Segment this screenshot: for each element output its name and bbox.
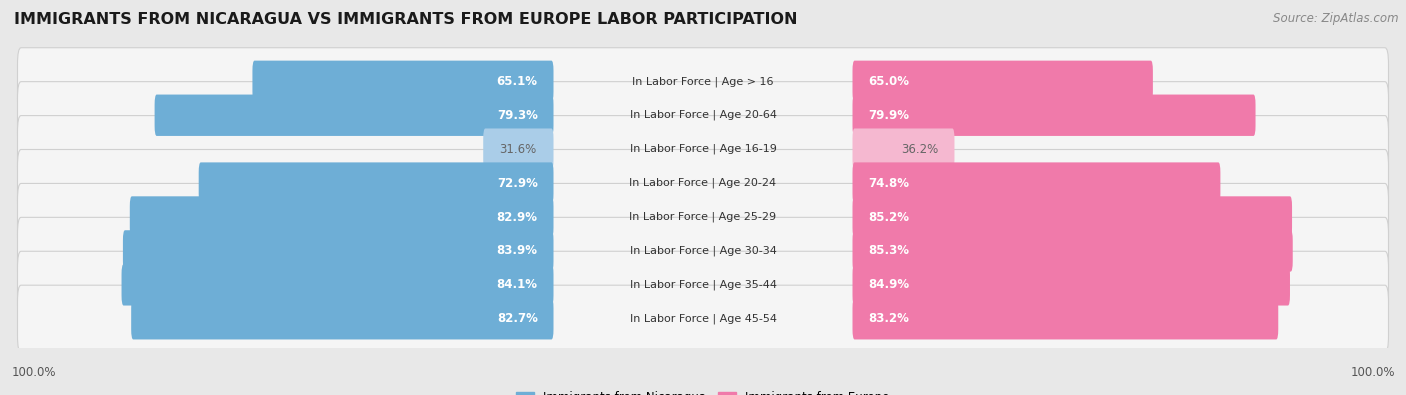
Text: IMMIGRANTS FROM NICARAGUA VS IMMIGRANTS FROM EUROPE LABOR PARTICIPATION: IMMIGRANTS FROM NICARAGUA VS IMMIGRANTS …: [14, 12, 797, 27]
Text: 31.6%: 31.6%: [499, 143, 536, 156]
Text: In Labor Force | Age 25-29: In Labor Force | Age 25-29: [630, 212, 776, 222]
Text: In Labor Force | Age 30-34: In Labor Force | Age 30-34: [630, 246, 776, 256]
Text: In Labor Force | Age 20-64: In Labor Force | Age 20-64: [630, 110, 776, 120]
FancyBboxPatch shape: [17, 48, 1389, 115]
FancyBboxPatch shape: [484, 128, 554, 170]
FancyBboxPatch shape: [17, 285, 1389, 352]
FancyBboxPatch shape: [17, 149, 1389, 217]
FancyBboxPatch shape: [131, 298, 554, 339]
FancyBboxPatch shape: [852, 94, 1256, 136]
Text: 84.9%: 84.9%: [869, 278, 910, 292]
Text: 85.3%: 85.3%: [869, 245, 910, 258]
FancyBboxPatch shape: [852, 162, 1220, 204]
Text: 65.0%: 65.0%: [869, 75, 910, 88]
Text: 79.3%: 79.3%: [496, 109, 537, 122]
Text: 84.1%: 84.1%: [496, 278, 537, 292]
FancyBboxPatch shape: [852, 298, 1278, 339]
Text: 82.7%: 82.7%: [496, 312, 537, 325]
Text: In Labor Force | Age > 16: In Labor Force | Age > 16: [633, 76, 773, 87]
Text: 100.0%: 100.0%: [1350, 366, 1395, 379]
FancyBboxPatch shape: [129, 196, 554, 238]
FancyBboxPatch shape: [17, 82, 1389, 149]
FancyBboxPatch shape: [852, 196, 1292, 238]
FancyBboxPatch shape: [852, 128, 955, 170]
FancyBboxPatch shape: [198, 162, 554, 204]
FancyBboxPatch shape: [852, 60, 1153, 102]
Text: 72.9%: 72.9%: [496, 177, 537, 190]
Text: In Labor Force | Age 16-19: In Labor Force | Age 16-19: [630, 144, 776, 154]
FancyBboxPatch shape: [253, 60, 554, 102]
FancyBboxPatch shape: [17, 183, 1389, 250]
Legend: Immigrants from Nicaragua, Immigrants from Europe: Immigrants from Nicaragua, Immigrants fr…: [513, 387, 893, 395]
Text: 74.8%: 74.8%: [869, 177, 910, 190]
Text: 36.2%: 36.2%: [901, 143, 939, 156]
Text: 82.9%: 82.9%: [496, 211, 537, 224]
FancyBboxPatch shape: [121, 264, 554, 306]
FancyBboxPatch shape: [852, 264, 1289, 306]
FancyBboxPatch shape: [852, 230, 1292, 272]
Text: Source: ZipAtlas.com: Source: ZipAtlas.com: [1274, 12, 1399, 25]
Text: 83.2%: 83.2%: [869, 312, 910, 325]
Text: 65.1%: 65.1%: [496, 75, 537, 88]
FancyBboxPatch shape: [17, 217, 1389, 284]
Text: 83.9%: 83.9%: [496, 245, 537, 258]
FancyBboxPatch shape: [17, 251, 1389, 318]
Text: In Labor Force | Age 35-44: In Labor Force | Age 35-44: [630, 280, 776, 290]
Text: 100.0%: 100.0%: [11, 366, 56, 379]
Text: In Labor Force | Age 45-54: In Labor Force | Age 45-54: [630, 314, 776, 324]
Text: 79.9%: 79.9%: [869, 109, 910, 122]
FancyBboxPatch shape: [155, 94, 554, 136]
FancyBboxPatch shape: [122, 230, 554, 272]
Text: 85.2%: 85.2%: [869, 211, 910, 224]
Text: In Labor Force | Age 20-24: In Labor Force | Age 20-24: [630, 178, 776, 188]
FancyBboxPatch shape: [17, 116, 1389, 183]
